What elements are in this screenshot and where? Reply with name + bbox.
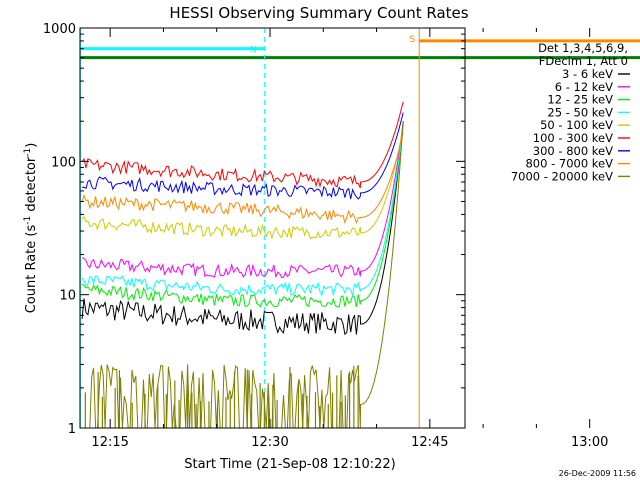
mode-bar-label: S (409, 35, 415, 45)
legend: Det 1,3,4,5,6,9, FDecim 1, Att 0 3 - 6 k… (511, 41, 630, 183)
legend-label: 300 - 800 keV (533, 144, 613, 158)
x-axis-label: Start Time (21-Sep-08 12:10:22) (184, 457, 395, 472)
y-tick-label: 100 (51, 155, 76, 170)
y-tick-label: 10 (59, 289, 76, 304)
legend-header-1: Det 1,3,4,5,6,9, (538, 41, 628, 55)
series-line-pre (81, 121, 404, 336)
legend-label: 12 - 25 keV (547, 93, 613, 107)
series-line-pre (82, 121, 404, 429)
legend-label: 50 - 100 keV (540, 118, 613, 132)
y-label-c: ) (24, 143, 39, 148)
x-tick-label: 12:30 (251, 435, 288, 450)
mode-bars: NNSRD4RD0 (80, 35, 640, 60)
y-axis-label: Count Rate (s-1 detector-1) (23, 143, 39, 314)
series-line-pre (82, 112, 404, 200)
legend-label: 3 - 6 keV (562, 67, 613, 81)
series-line-pre (81, 127, 404, 240)
legend-header-2: FDecim 1, Att 0 (539, 54, 628, 68)
series-line-pre (81, 122, 404, 279)
mode-bar-label: N (250, 46, 257, 56)
y-tick-label: 1 (68, 422, 76, 437)
x-tick-label: 13:00 (571, 435, 608, 450)
y-label-b: detector (24, 156, 39, 216)
y-label-sup2: -1 (23, 148, 33, 157)
y-label-sup1: -1 (23, 216, 33, 225)
series-line-pre (81, 101, 404, 189)
y-label-a: Count Rate (s (24, 225, 39, 314)
footer-stamp: 26-Dec-2009 11:56 (559, 469, 636, 478)
y-tick-label: 1000 (43, 22, 76, 37)
axis-ticks: 110100100012:1512:3012:4513:0013:1513:30… (43, 22, 609, 450)
x-tick-label: 12:15 (91, 435, 128, 450)
x-tick-label: 12:45 (411, 435, 448, 450)
legend-label: 6 - 12 keV (555, 80, 613, 94)
legend-label: 100 - 300 keV (533, 131, 613, 145)
legend-label: 800 - 7000 keV (525, 157, 613, 171)
series-line-pre (81, 132, 404, 225)
series-lines (81, 101, 404, 429)
legend-label: 25 - 50 keV (547, 105, 613, 119)
chart-title: HESSI Observing Summary Count Rates (169, 4, 468, 22)
series-line-pre (81, 125, 404, 298)
series-line-pre (81, 124, 404, 308)
legend-label: 7000 - 20000 keV (511, 169, 613, 183)
plot-frame (79, 27, 466, 429)
